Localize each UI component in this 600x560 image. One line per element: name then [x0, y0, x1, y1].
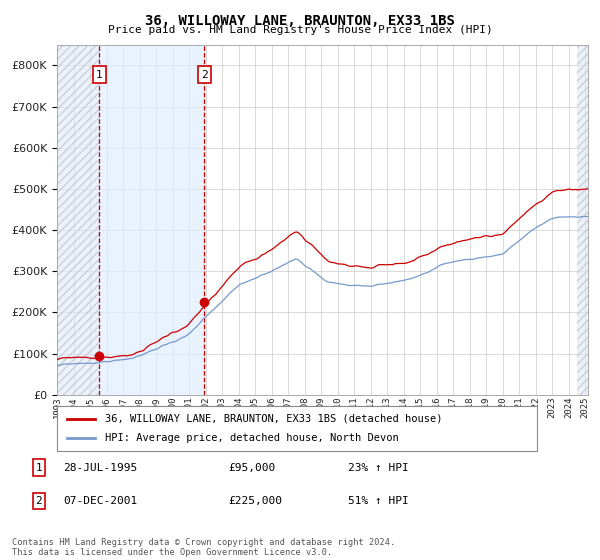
Text: £225,000: £225,000: [228, 496, 282, 506]
Bar: [100, 45, 204, 395]
Text: 1: 1: [96, 69, 103, 80]
Text: HPI: Average price, detached house, North Devon: HPI: Average price, detached house, Nort…: [105, 433, 399, 444]
Text: Contains HM Land Registry data © Crown copyright and database right 2024.
This d: Contains HM Land Registry data © Crown c…: [12, 538, 395, 557]
Text: 23% ↑ HPI: 23% ↑ HPI: [348, 463, 409, 473]
Bar: [57, 45, 100, 395]
FancyBboxPatch shape: [57, 406, 537, 451]
Text: 2: 2: [201, 69, 208, 80]
Text: 1: 1: [35, 463, 43, 473]
Text: 51% ↑ HPI: 51% ↑ HPI: [348, 496, 409, 506]
Text: 2: 2: [35, 496, 43, 506]
Text: 28-JUL-1995: 28-JUL-1995: [63, 463, 137, 473]
Text: £95,000: £95,000: [228, 463, 275, 473]
Text: 36, WILLOWAY LANE, BRAUNTON, EX33 1BS: 36, WILLOWAY LANE, BRAUNTON, EX33 1BS: [145, 14, 455, 28]
Text: Price paid vs. HM Land Registry's House Price Index (HPI): Price paid vs. HM Land Registry's House …: [107, 25, 493, 35]
Bar: [577, 45, 588, 395]
Text: 07-DEC-2001: 07-DEC-2001: [63, 496, 137, 506]
Text: 36, WILLOWAY LANE, BRAUNTON, EX33 1BS (detached house): 36, WILLOWAY LANE, BRAUNTON, EX33 1BS (d…: [105, 413, 443, 423]
